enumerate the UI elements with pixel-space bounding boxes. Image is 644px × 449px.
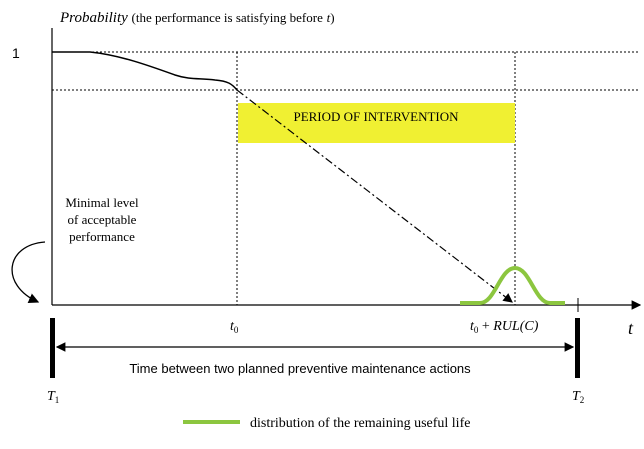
intervention-box	[238, 103, 515, 143]
span-label: Time between two planned preventive main…	[129, 361, 471, 376]
rul-distribution	[460, 265, 565, 305]
t2-label: T2	[572, 389, 584, 405]
minimal-level-text: Minimal level of acceptable performance	[65, 195, 139, 244]
intervention-label: PERIOD OF INTERVENTION	[293, 109, 459, 124]
t1-bar	[50, 318, 55, 378]
projection	[236, 89, 513, 303]
t0-label: t0	[230, 319, 239, 335]
one-label: 1	[12, 45, 20, 61]
t1-label: T1	[47, 389, 59, 405]
performance-curve	[52, 51, 238, 91]
y-axis-label: Probability (the performance is satisfyi…	[59, 10, 335, 26]
legend-label: distribution of the remaining useful lif…	[250, 416, 470, 431]
rul-label: t0 + RUL(C)	[470, 319, 539, 335]
curved-arrow	[11, 241, 46, 304]
x-axis-label: t	[628, 318, 634, 338]
t2-bar	[575, 318, 580, 378]
